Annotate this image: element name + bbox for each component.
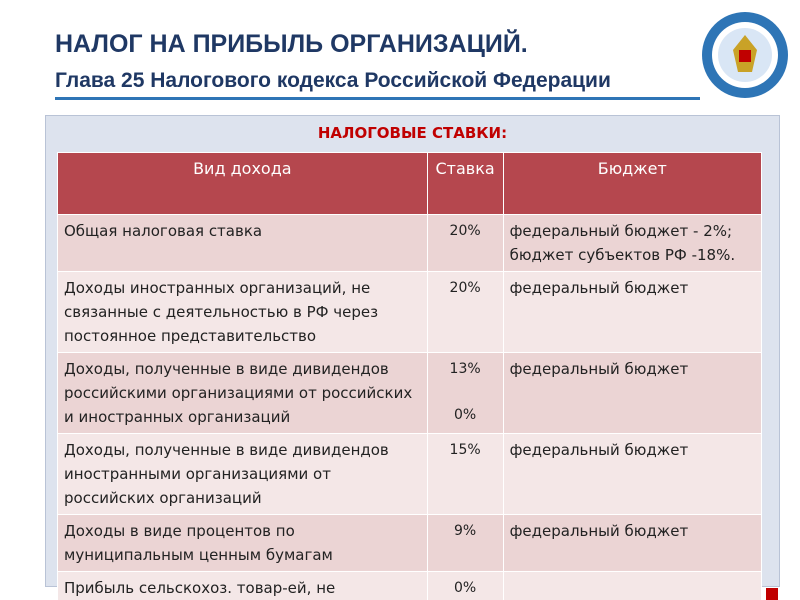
rate-value: 20% (449, 223, 481, 239)
budget: федеральный бюджет (502, 514, 763, 572)
slide-title: НАЛОГ НА ПРИБЫЛЬ ОРГАНИЗАЦИЙ. (55, 30, 528, 58)
income-type: Доходы в виде процентов по муниципальным… (57, 514, 428, 572)
rate: 20% (426, 271, 504, 353)
rate: 13% 0% (426, 352, 504, 434)
table-row: Доходы, полученные в виде дивидендов рос… (57, 352, 763, 434)
logo (702, 12, 788, 98)
table-row: Доходы иностранных организаций, не связа… (57, 271, 763, 353)
income-type: Доходы, полученные в виде дивидендов рос… (57, 352, 428, 434)
budget: федеральный бюджет (502, 352, 763, 434)
income-type: Прибыль сельскохоз. товар-ей, не перешед… (57, 571, 428, 600)
column-header: Ставка (426, 152, 504, 215)
rate: 15% (426, 433, 504, 515)
table-row: Доходы в виде процентов по муниципальным… (57, 514, 763, 572)
rate-value: 15% (449, 442, 481, 458)
rates-table: Вид дохода Ставка Бюджет Общая налоговая с… (57, 152, 763, 600)
rate-value: 9% (453, 523, 477, 539)
rate: 9% (426, 514, 504, 572)
table-row: Прибыль сельскохоз. товар-ей, не перешед… (57, 571, 763, 600)
rate-value: 0% (453, 407, 477, 423)
header-row: Вид дохода Ставка Бюджет (57, 152, 763, 215)
column-header: Вид дохода (57, 152, 428, 215)
income-type: Доходы иностранных организаций, не связа… (57, 271, 428, 353)
table-title: НАЛОГОВЫЕ СТАВКИ: (317, 124, 508, 142)
corner-mark (766, 588, 778, 600)
rate-value: 0% (453, 580, 477, 596)
budget: федеральный бюджет (502, 433, 763, 515)
divider (55, 97, 700, 100)
budget: федеральный бюджет - 2%; бюджет субъекто… (502, 214, 763, 272)
budget (502, 571, 763, 600)
table-row: Доходы, полученные в виде дивидендов ино… (57, 433, 763, 515)
rate-value: 13% (449, 361, 481, 377)
table-row: Общая налоговая ставка 20% федеральный бюд… (57, 214, 763, 272)
rate: 20% (426, 214, 504, 272)
rate: 0% (426, 571, 504, 600)
income-type: Доходы, полученные в виде дивидендов ино… (57, 433, 428, 515)
rate-value: 20% (449, 280, 481, 296)
budget: федеральный бюджет (502, 271, 763, 353)
income-type: Общая налоговая ставка (57, 214, 428, 272)
column-header: Бюджет (502, 152, 763, 215)
slide-subtitle: Глава 25 Налогового кодекса Российской Ф… (55, 69, 611, 92)
